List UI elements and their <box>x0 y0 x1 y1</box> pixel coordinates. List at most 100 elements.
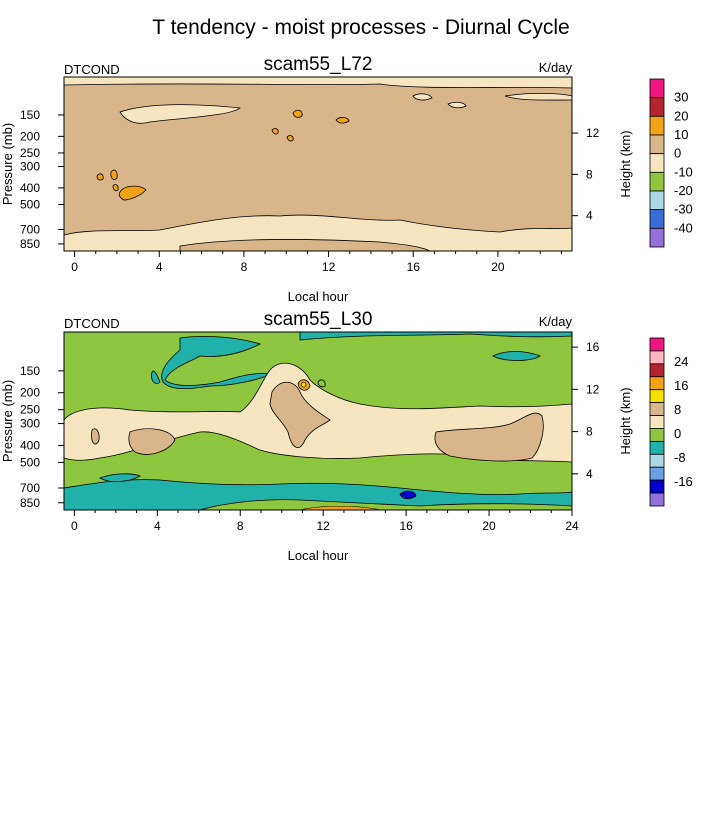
y-tick-label: 300 <box>20 417 40 431</box>
colorbar-swatch <box>649 78 665 99</box>
panel-2-contour-cell <box>199 499 572 510</box>
panel-2-contour-cell <box>299 332 572 341</box>
panel-1-contour-cell <box>271 128 279 135</box>
x-tick-label: 0 <box>71 260 78 274</box>
panel-2-contour-cell <box>434 412 544 462</box>
y2-tick-label: 12 <box>586 382 600 396</box>
panel-1-contour-cell <box>119 104 242 124</box>
panel-1-contour-cell <box>447 101 467 109</box>
y-tick-label: 200 <box>20 386 40 400</box>
colorbar-swatch <box>649 440 665 455</box>
x-tick-label: 12 <box>317 519 331 533</box>
panel-1-contour-cell <box>286 135 294 142</box>
colorbar-swatch <box>649 466 665 481</box>
colorbar-swatch <box>649 350 665 365</box>
colorbar-swatch <box>649 209 665 229</box>
x-tick-label: 16 <box>399 519 413 533</box>
colorbar-swatch <box>649 376 665 391</box>
colorbar-label: 16 <box>674 378 688 393</box>
y-tick-label: 400 <box>20 181 40 195</box>
y-tick-label: 150 <box>20 108 40 122</box>
panel-2-contour-fill <box>64 332 572 510</box>
panel-1-contour-cell <box>110 169 118 180</box>
x-tick-label: 0 <box>71 519 78 533</box>
y-tick-label: 850 <box>20 237 40 251</box>
x-tick-label: 8 <box>237 519 244 533</box>
colorbar-swatch <box>649 415 665 429</box>
colorbar-swatch <box>649 134 665 155</box>
panel-1-units-label: K/day <box>539 60 573 75</box>
panel-2-contour-cell <box>269 381 331 448</box>
colorbar-swatch <box>649 402 665 416</box>
colorbar-swatch <box>649 97 665 117</box>
colorbar-label: -40 <box>674 220 693 235</box>
colorbar-label: -8 <box>674 450 686 465</box>
y2-tick-label: 4 <box>586 467 593 481</box>
y-tick-label: 200 <box>20 129 40 143</box>
colorbar-label: 8 <box>674 402 681 417</box>
panel-2-y2-axis-label: Height (km) <box>618 387 633 454</box>
x-tick-label: 16 <box>407 260 421 274</box>
panel-2-units-label: K/day <box>539 314 573 329</box>
panel-1-contour-cell <box>112 184 119 192</box>
colorbar-swatch <box>649 492 665 507</box>
colorbar-label: -16 <box>674 474 693 489</box>
colorbar-swatch <box>649 153 665 173</box>
colorbar-label: -20 <box>674 183 693 198</box>
colorbar-swatch <box>649 453 665 468</box>
colorbar-swatch <box>649 171 665 192</box>
panel-1-contour-cell <box>412 93 433 101</box>
x-tick-label: 4 <box>156 260 163 274</box>
colorbar-swatch <box>649 363 665 378</box>
colorbar-swatch <box>649 115 665 136</box>
y-tick-label: 700 <box>20 481 40 495</box>
x-tick-label: 20 <box>491 260 505 274</box>
panel-2-colorbar: 24 16 8 0 -8 -16 <box>649 337 693 507</box>
panel-2-contour-cell <box>99 473 141 482</box>
y-tick-label: 250 <box>20 146 40 160</box>
y2-tick-label: 8 <box>586 425 593 439</box>
panel-1-contour-cell <box>335 117 350 124</box>
y-tick-label: 250 <box>20 403 40 417</box>
colorbar-swatch <box>649 227 665 248</box>
panel-2-y-axis-label: Pressure (mb) <box>0 380 15 462</box>
panel-2-contour-cell <box>151 370 161 384</box>
panel-1-left-label: DTCOND <box>64 62 120 77</box>
panel-2-plot-frame <box>63 331 573 511</box>
panel-2-contour-cell <box>64 479 572 510</box>
x-tick-label: 20 <box>482 519 496 533</box>
y2-tick-label: 4 <box>586 209 593 223</box>
panel-2-contour-cell <box>128 428 176 455</box>
x-tick-label: 12 <box>322 260 336 274</box>
panel-2-contour-cell <box>300 381 307 388</box>
colorbar-swatch <box>649 190 665 211</box>
panel-1-y2-axis-label: Height (km) <box>618 130 633 197</box>
colorbar-swatch <box>649 479 665 494</box>
panel-1-contour-cell <box>292 109 303 118</box>
panel-1-contour-cell <box>504 92 572 101</box>
panel-2-left-label: DTCOND <box>64 316 120 331</box>
panel-1-title: scam55_L72 <box>264 54 373 75</box>
panel-1-contour-upper-band <box>64 77 572 89</box>
panel-1-contour-cell <box>96 173 104 181</box>
y-tick-label: 300 <box>20 159 40 173</box>
panel-2-x-axis-label: Local hour <box>288 548 349 563</box>
panel-1-contour-cell <box>118 185 147 201</box>
panel-1-contour-fill <box>64 77 572 251</box>
colorbar-swatch <box>649 428 665 442</box>
panel-1-colorbar: 30 20 10 0 -10 -20 -30 -40 <box>649 78 693 248</box>
y2-tick-label: 8 <box>586 167 593 181</box>
panel-2-contour-cell <box>492 351 541 361</box>
chart-panel-2: DTCOND scam55_L30 K/day 0 4 8 12 16 20 24 150 20… <box>0 309 693 563</box>
y-tick-label: 400 <box>20 438 40 452</box>
colorbar-label: 0 <box>674 426 681 441</box>
panel-1-y-axis-label: Pressure (mb) <box>0 123 15 205</box>
panel-1-x-axis-label: Local hour <box>288 289 349 304</box>
panel-1-contour-lower-band <box>64 214 572 251</box>
panel-1-plot-frame <box>63 76 573 252</box>
panel-1-contour-cell <box>179 238 431 251</box>
panel-2-title: scam55_L30 <box>264 309 373 330</box>
